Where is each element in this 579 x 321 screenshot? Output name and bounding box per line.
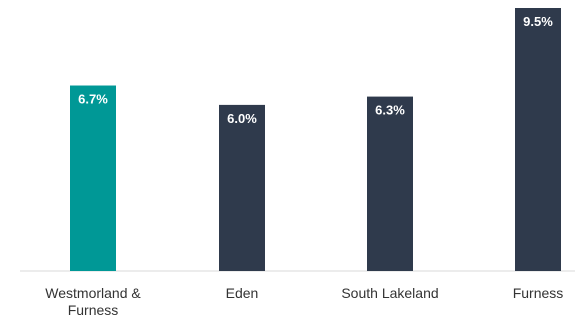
- data-label-2: 6.3%: [375, 103, 405, 118]
- data-labels-group: 6.7% 6.0% 6.3% 9.5%: [78, 14, 553, 126]
- x-tick-label-0-line-0: Westmorland &: [45, 285, 141, 301]
- bar-3: [515, 8, 561, 271]
- bar-1: [219, 104, 265, 271]
- bar-0: [70, 85, 116, 271]
- x-tick-label-3: Furness: [513, 285, 564, 301]
- data-label-0: 6.7%: [78, 92, 108, 107]
- bar-2: [367, 96, 413, 271]
- x-tick-label-2: South Lakeland: [341, 285, 438, 301]
- bars-group: [70, 8, 561, 271]
- data-label-3: 9.5%: [523, 14, 553, 29]
- x-tick-label-1: Eden: [226, 285, 259, 301]
- data-label-1: 6.0%: [227, 111, 257, 126]
- x-tick-label-0-line-1: Furness: [68, 302, 119, 318]
